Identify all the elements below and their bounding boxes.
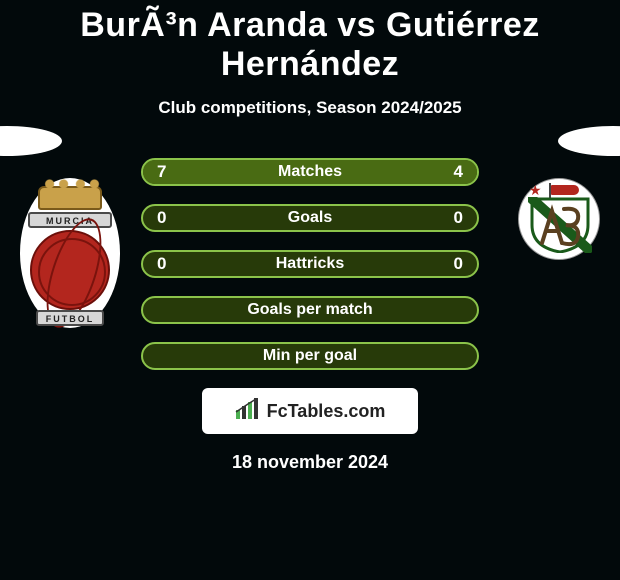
- stat-row: Goals per match: [141, 296, 479, 324]
- flag-icon: [551, 185, 579, 195]
- stat-label: Hattricks: [143, 252, 477, 276]
- bar-chart-icon: [235, 398, 261, 425]
- stat-row: 74Matches: [141, 158, 479, 186]
- brand-text: FcTables.com: [267, 401, 386, 422]
- stat-label: Goals per match: [143, 298, 477, 322]
- page-title: BurÃ³n Aranda vs Gutiérrez Hernández: [0, 0, 620, 84]
- right-club-crest: ★: [518, 178, 600, 260]
- left-ellipse: [0, 126, 62, 156]
- right-ellipse: [558, 126, 620, 156]
- ball-icon: [30, 230, 110, 310]
- stat-label: Goals: [143, 206, 477, 230]
- stat-row: 00Hattricks: [141, 250, 479, 278]
- stat-label: Matches: [143, 160, 477, 184]
- crown-icon: [38, 186, 102, 210]
- brand-badge: FcTables.com: [202, 388, 418, 434]
- subtitle: Club competitions, Season 2024/2025: [0, 98, 620, 118]
- shield-icon: [528, 197, 592, 253]
- date-text: 18 november 2024: [0, 452, 620, 473]
- stat-label: Min per goal: [143, 344, 477, 368]
- crest-band-top: MURCIA: [28, 212, 112, 228]
- left-club-crest: MURCIA FUTBOL: [20, 178, 120, 328]
- crest-band-bottom: FUTBOL: [36, 310, 104, 326]
- comparison-rows: 74Matches 00Goals 00Hattricks Goals per mat…: [141, 158, 479, 370]
- stat-row: Min per goal: [141, 342, 479, 370]
- stat-row: 00Goals: [141, 204, 479, 232]
